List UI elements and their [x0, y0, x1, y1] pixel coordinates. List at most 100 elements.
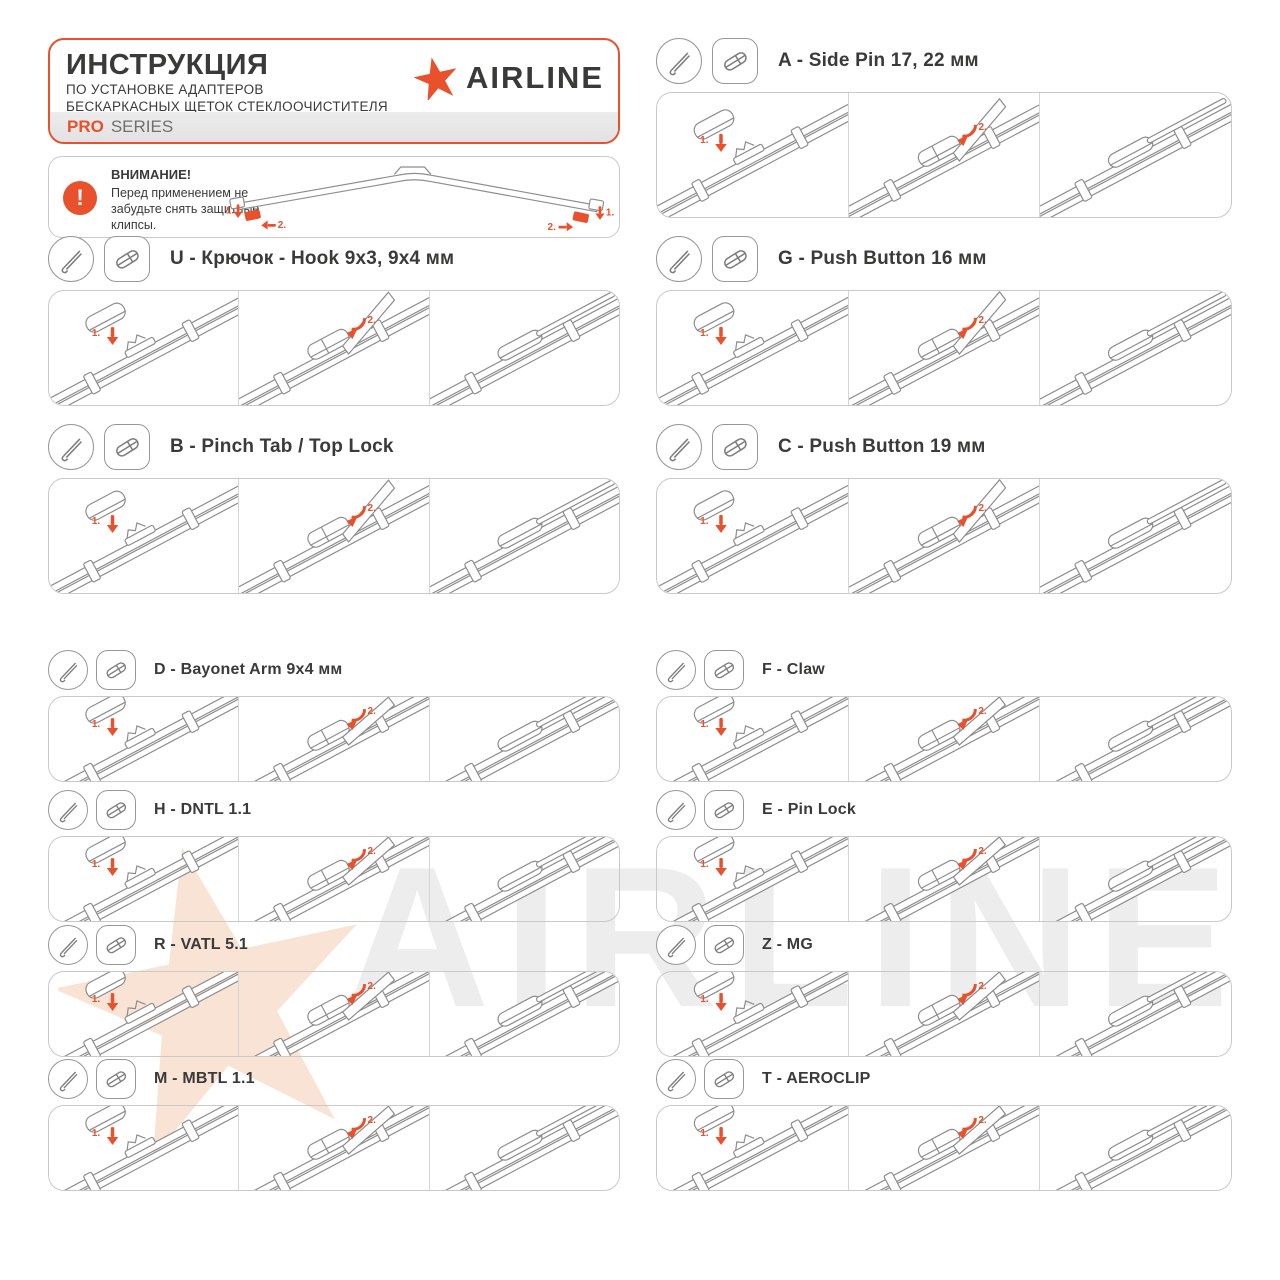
svg-text:1.: 1. [700, 719, 709, 730]
step-3-illustration-D [428, 697, 619, 781]
subtitle-line1: ПО УСТАНОВКЕ АДАПТЕРОВ [66, 82, 264, 98]
adapter-icon-U [104, 236, 150, 282]
steps-panel: 1. 2. [656, 290, 1232, 406]
step-1-illustration-F: 1. [657, 697, 848, 781]
warning-text: ВНИМАНИЕ! Перед применением не забудьте … [111, 167, 269, 234]
brand-wordmark: AIRLINE [466, 60, 604, 95]
wiper-arm-type-icon-G [656, 236, 702, 282]
adapter-icon-A [712, 38, 758, 84]
section-E: E - Pin Lock 1. [656, 790, 1232, 922]
section-D: D - Bayonet Arm 9x4 мм 1. [48, 650, 620, 782]
steps-panel: 1. 2. [656, 478, 1232, 594]
step-3-illustration-E [1039, 837, 1231, 921]
wiper-arm-type-icon-T [656, 1059, 696, 1099]
section-B: B - Pinch Tab / Top Lock 1. [48, 424, 620, 594]
svg-text:2.: 2. [978, 706, 987, 717]
airline-star-icon [414, 57, 457, 100]
step-1-illustration-D: 1. [49, 697, 239, 781]
steps-panel: 1. 2. [656, 971, 1232, 1057]
step-3-illustration-U [428, 291, 619, 405]
steps-panel: 1. 2. [48, 971, 620, 1057]
clip-step-label: 2. [548, 222, 557, 233]
svg-text:1.: 1. [700, 135, 709, 146]
wiper-arm-type-icon-B [48, 424, 94, 470]
step-2-illustration-C: 2. [847, 479, 1040, 593]
step-2-illustration-U: 2. [238, 291, 429, 405]
step-3-illustration-C [1039, 479, 1231, 593]
svg-text:2.: 2. [978, 981, 987, 992]
wiper-arm-type-icon-U [48, 236, 94, 282]
clip-step-label: 2. [278, 220, 287, 231]
steps-panel: 1. 2. [48, 1105, 620, 1191]
steps-panel: 1. 2. [48, 696, 620, 782]
adapter-icon-C [712, 424, 758, 470]
section-C: C - Push Button 19 мм 1. [656, 424, 1232, 594]
series-label: PRO [67, 117, 104, 136]
warning-box: ! ВНИМАНИЕ! Перед применением не забудьт… [48, 156, 620, 238]
svg-text:2.: 2. [368, 1115, 377, 1126]
step-2-illustration-B: 2. [238, 479, 429, 593]
svg-text:2.: 2. [978, 315, 987, 326]
svg-text:2.: 2. [368, 981, 377, 992]
wiper-arm-type-icon-A [656, 38, 702, 84]
adapter-icon-M [96, 1059, 136, 1099]
svg-text:1.: 1. [92, 1128, 101, 1139]
step-3-illustration-H [428, 837, 619, 921]
svg-text:1.: 1. [700, 516, 709, 527]
step-1-illustration-U: 1. [49, 291, 239, 405]
section-title-U: U - Крючок - Hook 9x3, 9x4 мм [170, 248, 455, 269]
adapter-icon-B [104, 424, 150, 470]
header-box: ИНСТРУКЦИЯ ПО УСТАНОВКЕ АДАПТЕРОВ БЕСКАР… [48, 38, 620, 144]
step-1-illustration-H: 1. [49, 837, 239, 921]
adapter-icon-T [704, 1059, 744, 1099]
series-strip: PRO SERIES [50, 112, 618, 142]
steps-panel: 1. 2. [48, 836, 620, 922]
step-1-illustration-Z: 1. [657, 972, 848, 1056]
svg-text:2.: 2. [978, 1115, 987, 1126]
svg-text:1.: 1. [92, 516, 101, 527]
section-Z: Z - MG 1. [656, 925, 1232, 1057]
svg-text:1.: 1. [700, 994, 709, 1005]
step-1-illustration-T: 1. [657, 1106, 848, 1190]
step-3-illustration-Z [1039, 972, 1231, 1056]
svg-text:1.: 1. [92, 719, 101, 730]
step-2-illustration-T: 2. [847, 1106, 1040, 1190]
page-subtitle: ПО УСТАНОВКЕ АДАПТЕРОВ БЕСКАРКАСНЫХ ЩЕТО… [66, 82, 602, 116]
svg-text:2.: 2. [978, 503, 987, 514]
svg-text:1.: 1. [92, 328, 101, 339]
wiper-arm-type-icon-C [656, 424, 702, 470]
section-title-M: M - MBTL 1.1 [154, 1070, 255, 1087]
svg-text:2.: 2. [978, 122, 987, 133]
step-1-illustration-E: 1. [657, 837, 848, 921]
section-title-H: H - DNTL 1.1 [154, 801, 252, 818]
wiper-arm-type-icon-E [656, 790, 696, 830]
adapter-icon-E [704, 790, 744, 830]
page-title: ИНСТРУКЦИЯ [66, 49, 269, 81]
steps-panel: 1. 2. [48, 290, 620, 406]
clip-step-label: 1. [606, 207, 615, 218]
section-A: A - Side Pin 17, 22 мм 1. [656, 38, 1232, 218]
adapter-icon-Z [704, 925, 744, 965]
wiper-arm-type-icon-R [48, 925, 88, 965]
section-title-T: T - AEROCLIP [762, 1070, 871, 1087]
section-title-F: F - Claw [762, 661, 825, 678]
section-title-Z: Z - MG [762, 936, 813, 953]
step-1-illustration-A: 1. [657, 93, 848, 217]
section-title-G: G - Push Button 16 мм [778, 248, 987, 269]
svg-text:2.: 2. [368, 315, 377, 326]
svg-text:2.: 2. [368, 503, 377, 514]
step-2-illustration-D: 2. [238, 697, 429, 781]
step-2-illustration-A: 2. [847, 93, 1040, 217]
section-title-C: C - Push Button 19 мм [778, 436, 986, 457]
step-1-illustration-R: 1. [49, 972, 239, 1056]
adapter-icon-G [712, 236, 758, 282]
adapter-icon-H [96, 790, 136, 830]
step-3-illustration-T [1039, 1106, 1231, 1190]
svg-text:2.: 2. [368, 846, 377, 857]
section-title-B: B - Pinch Tab / Top Lock [170, 436, 394, 457]
section-title-D: D - Bayonet Arm 9x4 мм [154, 661, 343, 678]
step-3-illustration-F [1039, 697, 1231, 781]
svg-text:1.: 1. [92, 859, 101, 870]
adapter-icon-F [704, 650, 744, 690]
steps-panel: 1. 2. [48, 478, 620, 594]
